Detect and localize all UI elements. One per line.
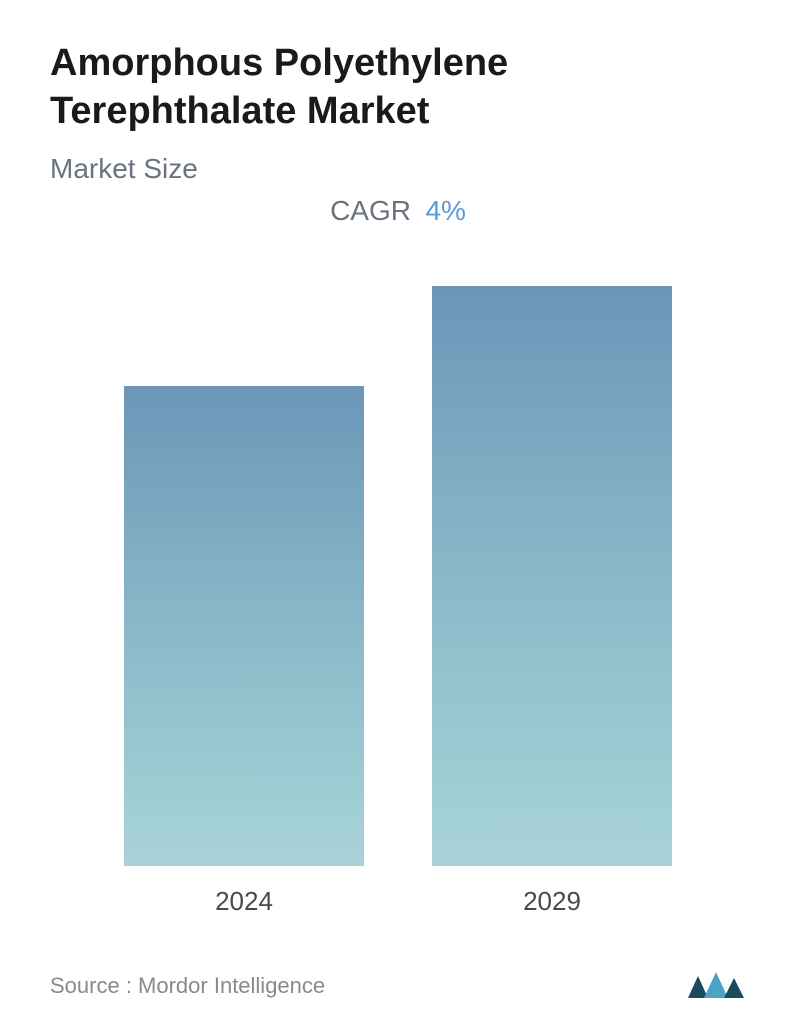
cagr-value: 4%	[425, 195, 465, 226]
source-text: Source : Mordor Intelligence	[50, 973, 325, 999]
bar-group-0: 2024	[124, 386, 364, 917]
bar-0	[124, 386, 364, 866]
chart-area: 2024 2029	[50, 277, 746, 917]
bar-label-1: 2029	[523, 886, 581, 917]
cagr-row: CAGR 4%	[50, 195, 746, 227]
cagr-label: CAGR	[330, 195, 411, 226]
chart-subtitle: Market Size	[50, 153, 746, 185]
bar-group-1: 2029	[432, 286, 672, 917]
logo-icon	[686, 968, 746, 1004]
chart-title: Amorphous Polyethylene Terephthalate Mar…	[50, 40, 746, 135]
footer: Source : Mordor Intelligence	[50, 968, 746, 1004]
bar-label-0: 2024	[215, 886, 273, 917]
bar-1	[432, 286, 672, 866]
